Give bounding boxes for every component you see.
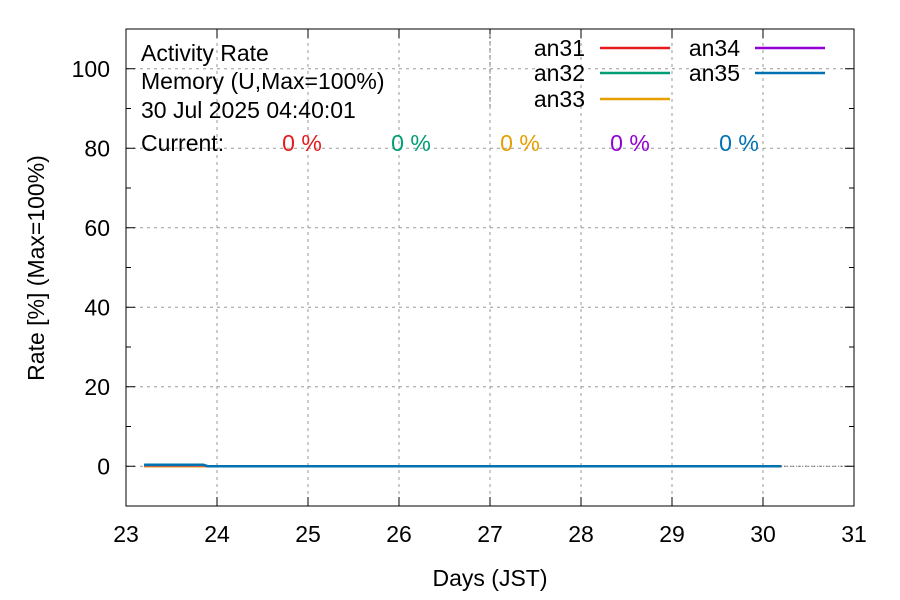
chart-title-line-3: 30 Jul 2025 04:40:01: [141, 97, 356, 123]
y-tick-label: 100: [72, 56, 110, 82]
x-tick-label: 29: [659, 521, 685, 547]
series-line-an35: [144, 463, 782, 468]
x-tick-label: 24: [204, 521, 230, 547]
x-tick-label: 26: [386, 521, 412, 547]
legend-label-an33: an33: [534, 86, 585, 112]
axis-ticks: [125, 28, 855, 507]
legend-label-an35: an35: [689, 60, 740, 86]
current-label: Current:: [141, 130, 224, 156]
x-tick-label: 30: [750, 521, 776, 547]
current-value-an35: 0 %: [719, 130, 759, 156]
grid-lines: [126, 29, 854, 506]
current-value-an31: 0 %: [282, 130, 322, 156]
legend-label-an32: an32: [534, 60, 585, 86]
y-tick-label: 60: [84, 215, 110, 241]
y-axis-label: Rate [%] (Max=100%): [23, 155, 49, 381]
y-tick-label: 20: [84, 374, 110, 400]
x-tick-label: 23: [113, 521, 139, 547]
series-lines: [144, 463, 854, 468]
current-values: 0 % 0 % 0 % 0 % 0 %: [282, 130, 759, 156]
y-tick-label: 0: [97, 453, 110, 479]
current-value-an32: 0 %: [391, 130, 431, 156]
x-tick-label: 31: [841, 521, 867, 547]
x-tick-label: 28: [568, 521, 594, 547]
chart-title-line-1: Activity Rate: [141, 40, 269, 66]
x-tick-label: 27: [477, 521, 503, 547]
x-axis-label: Days (JST): [433, 565, 548, 591]
current-value-an33: 0 %: [500, 130, 540, 156]
y-tick-label: 80: [84, 135, 110, 161]
tick-labels: 0 20 40 60 80 100 23 24 25 26 27 28 29 30 31: [72, 56, 867, 547]
legend-label-an34: an34: [689, 35, 740, 61]
legend-label-an31: an31: [534, 35, 585, 61]
current-value-an34: 0 %: [610, 130, 650, 156]
x-tick-label: 25: [295, 521, 321, 547]
chart-title-line-2: Memory (U,Max=100%): [141, 68, 384, 94]
y-tick-label: 40: [84, 294, 110, 320]
